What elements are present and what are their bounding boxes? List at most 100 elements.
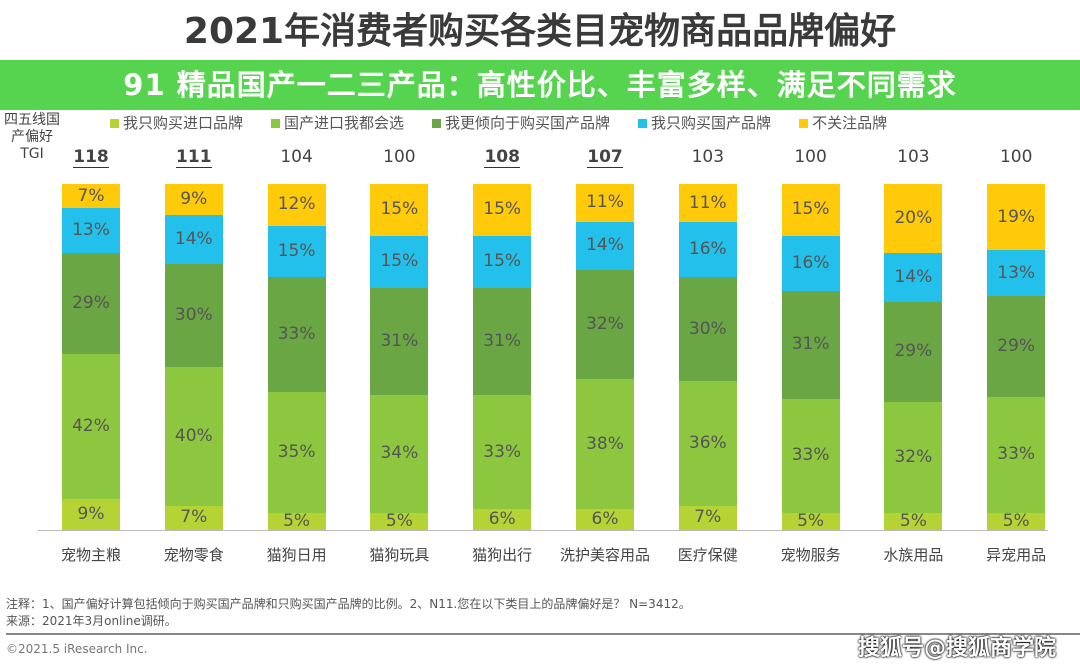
- data-label: 9%: [180, 189, 208, 210]
- data-label: 35%: [277, 441, 316, 462]
- data-label: 14%: [586, 235, 624, 256]
- category-label: 宠物服务: [780, 546, 841, 564]
- chart-source: 来源：2021年3月online调研。: [6, 614, 177, 628]
- data-label: 30%: [688, 318, 727, 339]
- legend-item: 我只购买进口品牌: [110, 114, 243, 132]
- bar-segment: 33%: [781, 398, 840, 513]
- data-label: 15%: [380, 251, 419, 272]
- tgi-value-text: 111: [176, 147, 212, 168]
- bar-segment: 5%: [781, 510, 840, 531]
- copyright: ©2021.5 iResearch Inc.: [6, 642, 148, 656]
- bar-segment: 38%: [576, 379, 634, 510]
- bar-segment: 19%: [987, 184, 1046, 251]
- data-label: 5%: [1002, 510, 1030, 531]
- tgi-value-text: 108: [484, 147, 520, 168]
- bar-segment: 15%: [473, 235, 532, 288]
- bar-segment: 34%: [370, 395, 429, 513]
- data-label: 5%: [385, 510, 413, 531]
- data-label: 7%: [180, 507, 208, 528]
- data-label: 33%: [791, 445, 830, 466]
- category-label: 宠物主粮: [60, 546, 121, 564]
- data-label: 32%: [894, 446, 933, 467]
- category-label: 洗护美容用品: [559, 546, 650, 564]
- bar-segment: 31%: [781, 291, 840, 399]
- tgi-value: 100: [794, 147, 827, 167]
- tgi-label: 四五线国产偏好TGI: [4, 112, 60, 162]
- tgi-value: 100: [999, 147, 1033, 167]
- data-label: 16%: [688, 239, 727, 260]
- watermark: 搜狐号@搜狐商学院: [857, 636, 1056, 661]
- data-label: 13%: [997, 262, 1036, 283]
- legend-label: 我只购买国产品牌: [651, 114, 772, 132]
- banner-text: 91 精品国产一二三产品：高性价比、丰富多样、满足不同需求: [123, 68, 957, 102]
- bar-segment: 31%: [370, 287, 429, 396]
- data-label: 5%: [797, 510, 825, 531]
- legend-item: 不关注品牌: [799, 114, 887, 132]
- data-label: 6%: [488, 509, 516, 530]
- bar-segment: 15%: [473, 184, 532, 236]
- data-label: 9%: [77, 503, 105, 524]
- data-label: 29%: [72, 292, 110, 313]
- legend-label: 我只购买进口品牌: [123, 114, 244, 132]
- data-label: 15%: [483, 199, 522, 220]
- data-label: 11%: [688, 192, 727, 213]
- data-label: 33%: [483, 441, 522, 462]
- category-label: 水族用品: [883, 546, 944, 564]
- data-label: 5%: [283, 510, 311, 531]
- data-label: 15%: [277, 240, 316, 261]
- bar-segment: 30%: [164, 263, 223, 368]
- data-label: 29%: [997, 336, 1036, 356]
- category-label: 异宠用品: [986, 546, 1047, 564]
- stacked-bar-chart: 9% 42% 29% 13% 7% 118 宠物主粮 7% 40% 30% 14% 9% 111 宠物零食…: [60, 147, 1047, 564]
- bar-segment: 40%: [164, 367, 223, 506]
- legend-swatch: [110, 118, 119, 128]
- data-label: 7%: [77, 185, 105, 206]
- bar-segment: 36%: [678, 381, 737, 506]
- x-axis-line: [38, 530, 1048, 531]
- bar-segment: 33%: [987, 397, 1046, 513]
- data-label: 19%: [997, 206, 1036, 227]
- bar-segment: 14%: [884, 253, 943, 302]
- data-label: 33%: [997, 444, 1036, 465]
- bar-segment: 42%: [62, 353, 120, 499]
- data-label: 14%: [894, 266, 933, 287]
- bar-segment: 29%: [987, 295, 1046, 398]
- category-label: 医疗保健: [677, 546, 738, 564]
- chart-note: 注释：1、国产偏好计算包括倾向于购买国产品牌和只购买国产品牌的比例。2、N11.…: [6, 597, 691, 611]
- tgi-value: 104: [280, 147, 313, 167]
- data-label: 31%: [380, 330, 419, 351]
- chart-title: 2021年消费者购买各类目宠物商品品牌偏好: [183, 11, 897, 52]
- data-label: 38%: [586, 433, 624, 454]
- legend-label: 国产进口我都会选: [284, 114, 405, 132]
- data-label: 29%: [894, 341, 933, 362]
- data-label: 11%: [586, 192, 624, 213]
- legend-swatch: [638, 118, 648, 128]
- category-label: 猫狗出行: [472, 546, 533, 564]
- data-label: 13%: [72, 220, 110, 241]
- bar-segment: 12%: [267, 184, 326, 226]
- data-label: 12%: [277, 194, 316, 215]
- bar-segment: 7%: [164, 505, 223, 530]
- bar-segment: 13%: [987, 250, 1046, 296]
- data-label: 5%: [899, 510, 927, 531]
- tgi-value-text: 118: [73, 147, 109, 168]
- data-label: 14%: [174, 228, 213, 249]
- tgi-value: 100: [383, 147, 416, 167]
- bar-segment: 16%: [781, 235, 840, 292]
- bar-segment: 15%: [370, 184, 429, 236]
- legend-swatch: [799, 118, 809, 128]
- legend-label: 不关注品牌: [812, 114, 888, 132]
- bar-segment: 5%: [884, 510, 943, 531]
- data-label: 34%: [380, 443, 419, 464]
- bar-segment: 29%: [884, 301, 943, 402]
- bar-segment: 33%: [267, 277, 326, 392]
- legend-swatch: [432, 118, 442, 128]
- tgi-value-text: 107: [587, 147, 623, 168]
- data-label: 15%: [483, 251, 522, 272]
- data-label: 40%: [174, 426, 213, 447]
- legend-item: 我更倾向于购买国产品牌: [432, 114, 610, 132]
- category-label: 猫狗玩具: [369, 546, 430, 564]
- legend-item: 我只购买国产品牌: [638, 114, 771, 132]
- bar-segment: 32%: [576, 269, 634, 380]
- tgi-value: 108: [472, 147, 532, 168]
